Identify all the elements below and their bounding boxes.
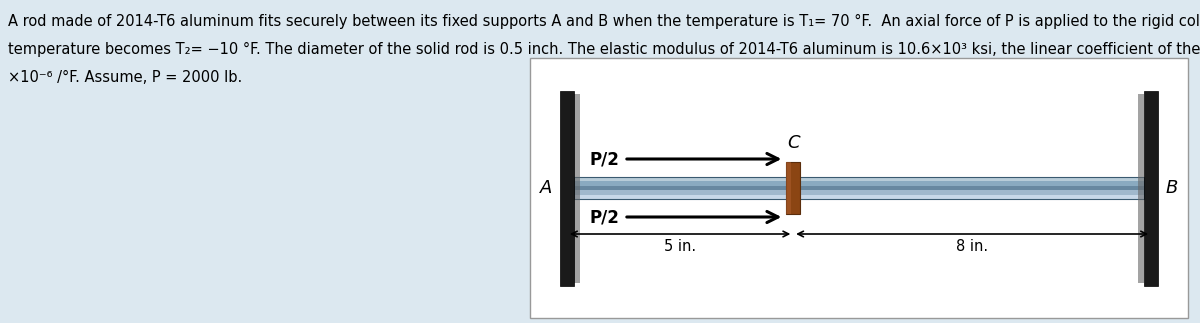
Text: temperature becomes T₂= −10 °F. The diameter of the solid rod is 0.5 inch. The e: temperature becomes T₂= −10 °F. The diam…: [8, 42, 1200, 57]
Text: C: C: [787, 134, 799, 152]
Text: 8 in.: 8 in.: [956, 239, 988, 254]
Bar: [786, 162, 791, 214]
Bar: [1138, 93, 1144, 283]
Bar: [574, 194, 1144, 199]
Text: ×10⁻⁶ /°F. Assume, P = 2000 lb.: ×10⁻⁶ /°F. Assume, P = 2000 lb.: [8, 70, 242, 85]
Bar: [574, 182, 1144, 186]
Text: B: B: [1166, 179, 1178, 197]
Bar: [574, 186, 1144, 190]
Text: 5 in.: 5 in.: [664, 239, 696, 254]
Bar: [574, 177, 1144, 199]
Bar: [560, 90, 574, 286]
Bar: [574, 177, 1144, 182]
Bar: [530, 58, 1188, 318]
Bar: [1144, 90, 1158, 286]
Bar: [786, 162, 800, 214]
Text: A rod made of 2014-T6 aluminum fits securely between its fixed supports A and B : A rod made of 2014-T6 aluminum fits secu…: [8, 14, 1200, 29]
Text: P/2: P/2: [589, 208, 619, 226]
Bar: [574, 190, 1144, 194]
Text: P/2: P/2: [589, 150, 619, 168]
Text: A: A: [540, 179, 552, 197]
Bar: [574, 93, 580, 283]
